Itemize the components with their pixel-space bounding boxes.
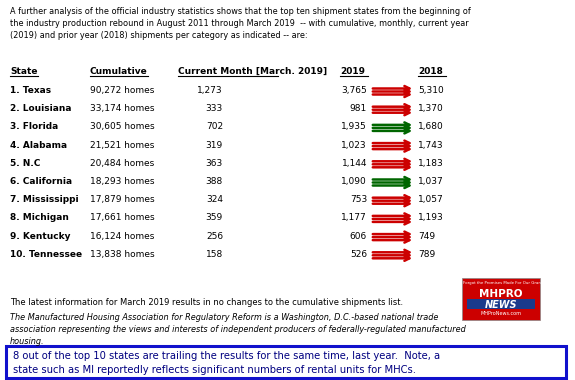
Text: 2. Louisiana: 2. Louisiana bbox=[10, 104, 71, 113]
Text: 749: 749 bbox=[418, 231, 435, 241]
Text: 16,124 homes: 16,124 homes bbox=[90, 231, 154, 241]
Text: 20,484 homes: 20,484 homes bbox=[90, 159, 154, 168]
FancyBboxPatch shape bbox=[6, 346, 566, 378]
Text: 3,765: 3,765 bbox=[341, 86, 367, 95]
Text: 5,310: 5,310 bbox=[418, 86, 444, 95]
Text: The Manufactured Housing Association for Regulatory Reform is a Washington, D.C.: The Manufactured Housing Association for… bbox=[10, 313, 466, 345]
Text: 363: 363 bbox=[206, 159, 223, 168]
Text: 1,183: 1,183 bbox=[418, 159, 444, 168]
Text: 324: 324 bbox=[206, 195, 223, 204]
Text: 753: 753 bbox=[350, 195, 367, 204]
Text: 6. California: 6. California bbox=[10, 177, 72, 186]
Text: 606: 606 bbox=[350, 231, 367, 241]
Text: 1,273: 1,273 bbox=[197, 86, 223, 95]
Text: 1,680: 1,680 bbox=[418, 122, 444, 131]
Text: 2018: 2018 bbox=[418, 67, 443, 76]
Text: 526: 526 bbox=[350, 250, 367, 259]
Text: Current Month [March. 2019]: Current Month [March. 2019] bbox=[178, 67, 327, 76]
Text: 388: 388 bbox=[206, 177, 223, 186]
Text: 1,177: 1,177 bbox=[341, 214, 367, 222]
Text: MHProNews.com: MHProNews.com bbox=[481, 311, 522, 316]
Text: 1,935: 1,935 bbox=[341, 122, 367, 131]
Text: 90,272 homes: 90,272 homes bbox=[90, 86, 154, 95]
FancyBboxPatch shape bbox=[467, 299, 535, 309]
Text: 1,144: 1,144 bbox=[342, 159, 367, 168]
Text: 33,174 homes: 33,174 homes bbox=[90, 104, 155, 113]
Text: 18,293 homes: 18,293 homes bbox=[90, 177, 155, 186]
Text: 333: 333 bbox=[206, 104, 223, 113]
FancyBboxPatch shape bbox=[462, 278, 540, 320]
Text: 17,879 homes: 17,879 homes bbox=[90, 195, 155, 204]
Text: 2019: 2019 bbox=[340, 67, 365, 76]
Text: 3. Florida: 3. Florida bbox=[10, 122, 58, 131]
Text: 981: 981 bbox=[350, 104, 367, 113]
Text: 4. Alabama: 4. Alabama bbox=[10, 141, 67, 150]
Text: 1,370: 1,370 bbox=[418, 104, 444, 113]
Text: Cumulative: Cumulative bbox=[90, 67, 148, 76]
Text: 17,661 homes: 17,661 homes bbox=[90, 214, 155, 222]
Text: Your Party Forgot the Promises Made For Our Grandchildren: Your Party Forgot the Promises Made For … bbox=[442, 281, 559, 285]
Text: 1,023: 1,023 bbox=[342, 141, 367, 150]
Text: 8 out of the top 10 states are trailing the results for the same time, last year: 8 out of the top 10 states are trailing … bbox=[13, 351, 440, 375]
Text: 1,037: 1,037 bbox=[418, 177, 444, 186]
Text: The latest information for March 2019 results in no changes to the cumulative sh: The latest information for March 2019 re… bbox=[10, 298, 403, 307]
Text: 21,521 homes: 21,521 homes bbox=[90, 141, 154, 150]
Text: 9. Kentucky: 9. Kentucky bbox=[10, 231, 71, 241]
Text: 1,743: 1,743 bbox=[418, 141, 444, 150]
Text: 1. Texas: 1. Texas bbox=[10, 86, 51, 95]
Text: State: State bbox=[10, 67, 37, 76]
Text: 1,193: 1,193 bbox=[418, 214, 444, 222]
Text: 359: 359 bbox=[206, 214, 223, 222]
Text: 5. N.C: 5. N.C bbox=[10, 159, 40, 168]
Text: 158: 158 bbox=[206, 250, 223, 259]
Text: 13,838 homes: 13,838 homes bbox=[90, 250, 155, 259]
Text: 319: 319 bbox=[206, 141, 223, 150]
Text: NEWS: NEWS bbox=[485, 300, 518, 310]
Text: 1,090: 1,090 bbox=[341, 177, 367, 186]
Text: A further analysis of the official industry statistics shows that the top ten sh: A further analysis of the official indus… bbox=[10, 7, 471, 40]
Text: 8. Michigan: 8. Michigan bbox=[10, 214, 69, 222]
Text: 10. Tennessee: 10. Tennessee bbox=[10, 250, 82, 259]
Text: 1,057: 1,057 bbox=[418, 195, 444, 204]
Text: 30,605 homes: 30,605 homes bbox=[90, 122, 155, 131]
Text: 256: 256 bbox=[206, 231, 223, 241]
Text: 702: 702 bbox=[206, 122, 223, 131]
Text: MHPRO: MHPRO bbox=[479, 289, 523, 299]
Text: 789: 789 bbox=[418, 250, 435, 259]
Text: 7. Mississippi: 7. Mississippi bbox=[10, 195, 79, 204]
